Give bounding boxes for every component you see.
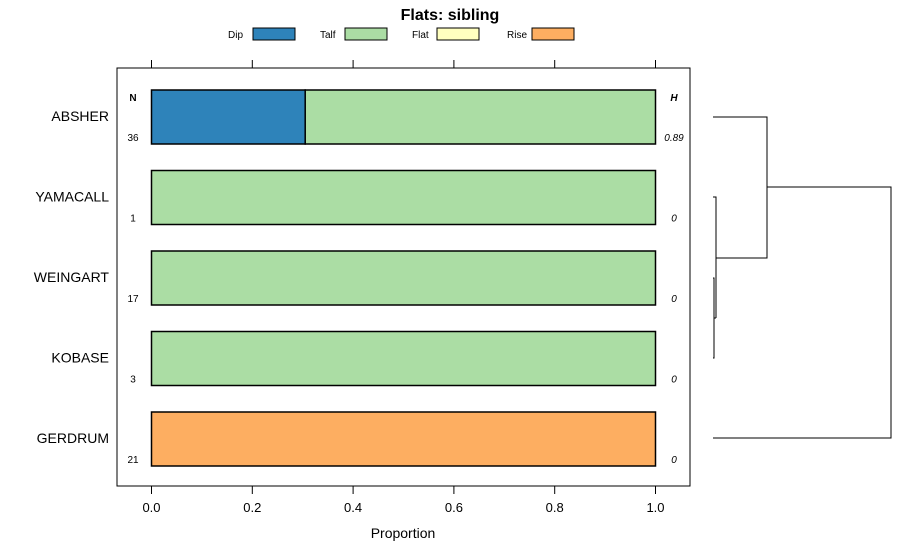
dendrogram-link-absher xyxy=(713,116,768,259)
n-value-weingart: 17 xyxy=(127,294,139,305)
h-column-header: H xyxy=(670,93,678,104)
h-value-yamacall: 0 xyxy=(671,214,677,225)
x-tick-label-2: 0.4 xyxy=(344,500,362,515)
h-value-absher: 0.89 xyxy=(664,133,684,144)
legend-swatch-rise xyxy=(531,27,575,41)
h-value-gerdrum: 0 xyxy=(671,455,677,466)
legend-swatch-talf xyxy=(344,27,388,41)
n-values: 36 1 17 3 21 xyxy=(127,133,139,466)
category-label-absher: ABSHER xyxy=(51,108,109,124)
bar-yamacall-talf xyxy=(150,169,657,226)
chart-title: Flats: sibling xyxy=(401,7,500,24)
x-tick-label-0: 0.0 xyxy=(142,500,160,515)
dendrogram-link-weingart-kobase xyxy=(713,277,715,359)
h-value-weingart: 0 xyxy=(671,294,677,305)
x-tick-label-3: 0.6 xyxy=(445,500,463,515)
x-axis-ticks: 0.0 0.2 0.4 0.6 0.8 1.0 xyxy=(142,60,665,515)
h-values: 0.89 0 0 0 0 xyxy=(664,133,684,466)
n-value-gerdrum: 21 xyxy=(127,455,139,466)
dendrogram-link-gerdrum xyxy=(713,186,892,439)
legend-label-rise: Rise xyxy=(507,30,527,41)
bar-absher-dip xyxy=(150,89,306,145)
legend-swatch-dip xyxy=(252,27,296,41)
x-tick-label-5: 1.0 xyxy=(646,500,664,515)
x-axis-title: Proportion xyxy=(371,525,436,541)
x-tick-label-1: 0.2 xyxy=(243,500,261,515)
bar-gerdrum-rise xyxy=(150,411,657,467)
n-value-kobase: 3 xyxy=(130,375,136,386)
plot-panel xyxy=(116,67,691,487)
bar-absher-talf xyxy=(304,89,657,145)
category-label-kobase: KOBASE xyxy=(51,350,109,366)
legend-label-talf: Talf xyxy=(320,30,336,41)
category-label-yamacall: YAMACALL xyxy=(35,189,109,205)
bar-kobase-talf xyxy=(150,330,657,387)
category-label-weingart: WEINGART xyxy=(34,269,110,285)
legend: Dip Talf Flat Rise xyxy=(228,27,575,41)
category-label-gerdrum: GERDRUM xyxy=(37,430,109,446)
legend-label-flat: Flat xyxy=(412,30,429,41)
dendrogram xyxy=(713,116,892,439)
bars-group xyxy=(150,89,657,467)
n-value-yamacall: 1 xyxy=(130,214,136,225)
n-value-absher: 36 xyxy=(127,133,139,144)
n-column-header: N xyxy=(129,93,136,104)
h-value-kobase: 0 xyxy=(671,375,677,386)
legend-label-dip: Dip xyxy=(228,30,243,41)
category-labels: ABSHER YAMACALL WEINGART KOBASE GERDRUM xyxy=(34,108,110,446)
bar-weingart-talf xyxy=(150,250,657,306)
dendrogram-link-yamacall xyxy=(713,196,717,318)
legend-swatch-flat xyxy=(436,27,480,41)
x-tick-label-4: 0.8 xyxy=(546,500,564,515)
